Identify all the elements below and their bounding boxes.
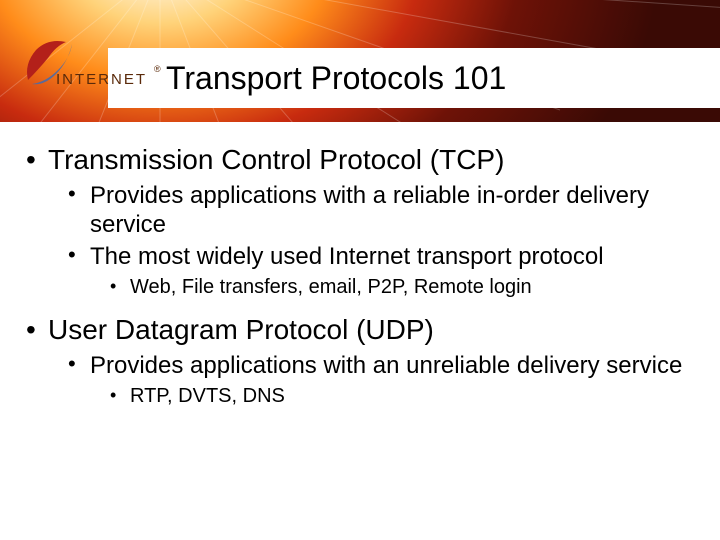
- bullet-udp: User Datagram Protocol (UDP): [20, 312, 692, 347]
- internet2-logo: INTERNET ®: [22, 36, 162, 96]
- bullet-tcp: Transmission Control Protocol (TCP): [20, 142, 692, 177]
- bullet-tcp-widely-used: The most widely used Internet transport …: [20, 242, 692, 271]
- bullet-udp-examples: RTP, DVTS, DNS: [20, 384, 692, 409]
- title-band: Transport Protocols 101: [108, 48, 720, 108]
- slide-title: Transport Protocols 101: [166, 60, 506, 97]
- bullet-tcp-reliable: Provides applications with a reliable in…: [20, 181, 692, 240]
- slide: Transport Protocols 101 INTERNET ® Trans…: [0, 0, 720, 540]
- logo-text: INTERNET: [56, 71, 147, 88]
- registered-mark: ®: [154, 64, 161, 74]
- bullet-tcp-examples: Web, File transfers, email, P2P, Remote …: [20, 275, 692, 300]
- bullet-udp-unreliable: Provides applications with an unreliable…: [20, 351, 692, 380]
- content-area: Transmission Control Protocol (TCP) Prov…: [0, 130, 720, 419]
